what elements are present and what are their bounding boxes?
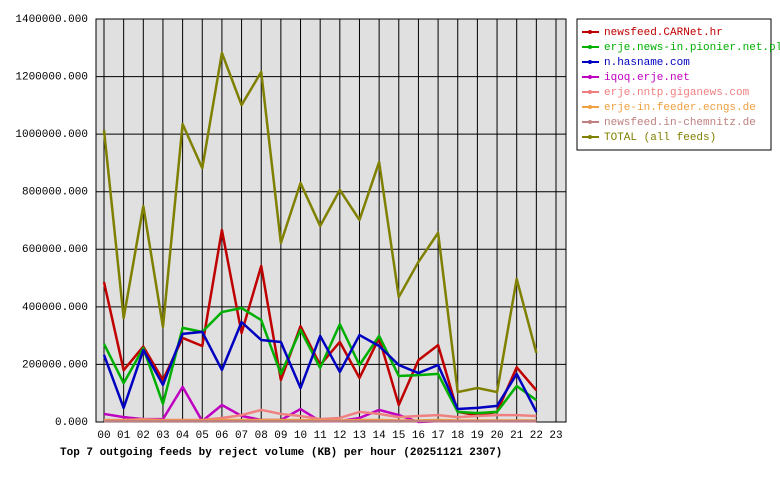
legend-label: newsfeed.in-chemnitz.de: [604, 117, 756, 129]
legend-label: iqoq.erje.net: [604, 72, 690, 84]
chart-title: Top 7 outgoing feeds by reject volume (K…: [60, 447, 502, 459]
legend-label: erje.nntp.giganews.com: [604, 87, 750, 99]
legend-dot: [588, 45, 592, 49]
legend-dot: [588, 105, 592, 109]
x-tick-label: 03: [156, 430, 169, 442]
legend-label: erje-in.feeder.ecngs.de: [604, 102, 756, 114]
x-tick-label: 01: [117, 430, 131, 442]
x-tick-label: 07: [235, 430, 248, 442]
x-tick-label: 18: [451, 430, 464, 442]
y-tick-label: 1400000.000: [15, 14, 88, 26]
series-line: [102, 320, 538, 413]
x-tick-label: 19: [471, 430, 484, 442]
legend-label: n.hasname.com: [604, 57, 690, 69]
legend-dot: [588, 120, 592, 124]
x-tick-label: 02: [137, 430, 150, 442]
legend-dot: [588, 30, 592, 34]
y-tick-label: 800000.000: [22, 187, 88, 199]
y-tick-label: 1000000.000: [15, 129, 88, 141]
legend-dot: [588, 135, 592, 139]
x-tick-label: 22: [530, 430, 543, 442]
y-tick-label: 1200000.000: [15, 71, 88, 83]
x-tick-label: 08: [255, 430, 268, 442]
x-tick-label: 09: [274, 430, 287, 442]
legend-label: erje.news-in.pionier.net.pl: [604, 42, 780, 54]
x-tick-label: 10: [294, 430, 307, 442]
x-tick-label: 16: [412, 430, 425, 442]
x-tick-label: 04: [176, 430, 190, 442]
x-tick-label: 20: [490, 430, 503, 442]
y-tick-label: 0.000: [55, 417, 88, 429]
series-line: [102, 51, 538, 394]
x-tick-label: 21: [510, 430, 524, 442]
legend-dot: [588, 60, 592, 64]
x-tick-label: 06: [215, 430, 228, 442]
plot-area: [96, 19, 566, 422]
x-tick-label: 15: [392, 430, 405, 442]
x-tick-label: 23: [549, 430, 562, 442]
y-tick-label: 600000.000: [22, 244, 88, 256]
x-tick-label: 11: [314, 430, 328, 442]
legend-dot: [588, 90, 592, 94]
x-tick-label: 14: [373, 430, 387, 442]
y-tick-label: 400000.000: [22, 302, 88, 314]
x-tick-label: 00: [97, 430, 110, 442]
legend-label: newsfeed.CARNet.hr: [604, 27, 723, 39]
legend-dot: [588, 75, 592, 79]
x-tick-label: 13: [353, 430, 366, 442]
legend-box: [576, 18, 772, 151]
y-tick-label: 200000.000: [22, 359, 88, 371]
x-tick-label: 17: [431, 430, 444, 442]
x-tick-label: 05: [196, 430, 209, 442]
x-tick-label: 12: [333, 430, 346, 442]
legend-label: TOTAL (all feeds): [604, 132, 716, 144]
